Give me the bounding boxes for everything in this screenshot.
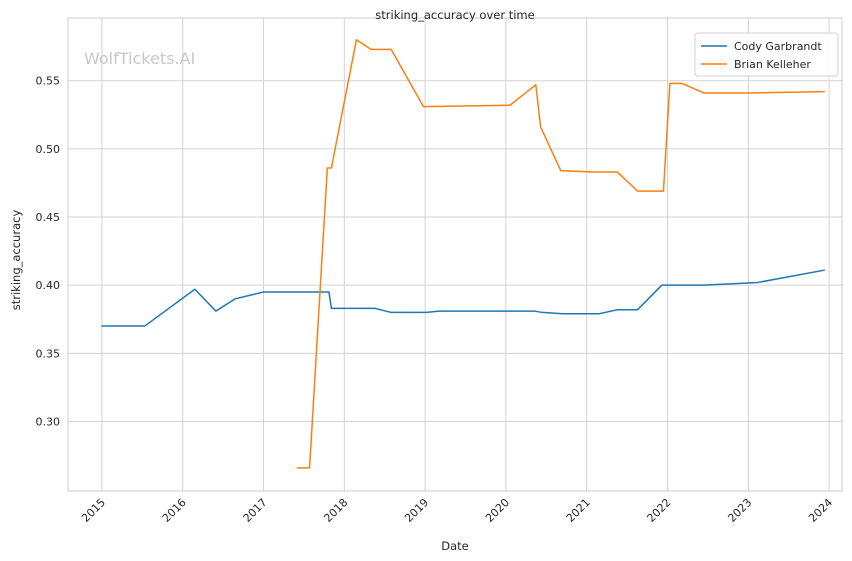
y-tick-label: 0.50: [36, 143, 61, 156]
legend-label-brian-kelleher: Brian Kelleher: [734, 58, 811, 71]
y-tick-label: 0.30: [36, 415, 61, 428]
x-axis-label: Date: [441, 539, 469, 553]
y-tick-label: 0.40: [36, 279, 61, 292]
chart-title: striking_accuracy over time: [375, 8, 534, 22]
y-axis-label: striking_accuracy: [9, 210, 23, 311]
y-tick-label: 0.45: [36, 211, 61, 224]
y-tick-label: 0.55: [36, 75, 61, 88]
x-axis-ticks: 2015 2016 2017 2018 2019 2020 2021 2022 2023 2024: [79, 496, 835, 525]
legend-box: [694, 32, 839, 77]
series-line-brian-kelleher: [296, 39, 825, 469]
series-layer: [101, 39, 825, 469]
y-tick-label: 0.35: [36, 347, 61, 360]
legend: Cody Garbrandt Brian Kelleher: [694, 32, 839, 77]
series-line-cody-garbrandt: [101, 269, 825, 327]
legend-label-cody-garbrandt: Cody Garbrandt: [734, 40, 822, 53]
y-axis-ticks: 0.30 0.35 0.40 0.45 0.50 0.55: [36, 75, 61, 429]
watermark: WolfTickets.AI: [84, 49, 195, 68]
plot-frame: [67, 17, 843, 492]
